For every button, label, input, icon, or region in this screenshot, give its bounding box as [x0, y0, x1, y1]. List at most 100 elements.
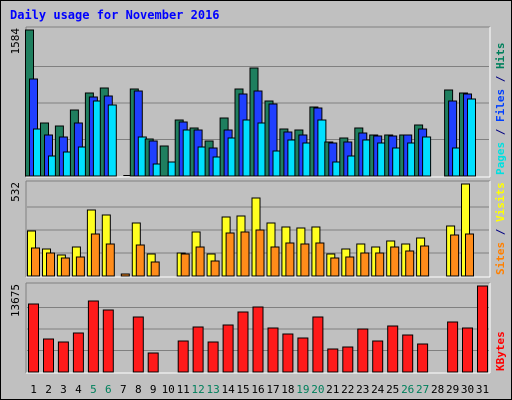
bar-sites-day-19	[300, 243, 310, 277]
panel-sites-visits: 532 Sites / Visits	[9, 180, 507, 278]
bar-sites-day-15	[240, 231, 250, 277]
x-tick-label-day-31: 31	[476, 383, 489, 396]
bar-kbytes-day-3	[57, 341, 69, 373]
y-series-label-part: Hits	[494, 43, 507, 70]
x-tick-label-day-25: 25	[386, 383, 399, 396]
bar-kbytes-day-23	[357, 328, 369, 373]
x-tick-label-day-17: 17	[266, 383, 279, 396]
x-tick-label-day-15: 15	[236, 383, 249, 396]
bar-pages-day-6	[107, 104, 117, 177]
bar-sites-day-21	[330, 257, 340, 277]
bar-kbytes-day-16	[252, 306, 264, 373]
y-series-label: Sites / Visits	[494, 182, 507, 275]
bar-kbytes-day-25	[387, 325, 399, 373]
y-series-label-part: KBytes	[494, 331, 507, 371]
bar-hits-day-10	[159, 145, 169, 177]
x-tick-label-day-29: 29	[446, 383, 459, 396]
bar-kbytes-day-5	[87, 300, 99, 373]
bar-kbytes-day-13	[207, 341, 219, 373]
bar-sites-day-16	[255, 229, 265, 277]
bar-sites-day-4	[75, 256, 85, 277]
bar-sites-day-5	[90, 233, 100, 277]
bar-kbytes-day-21	[327, 348, 339, 373]
y-series-label-part: /	[494, 69, 507, 89]
x-axis-labels: 1 2 3 4 5 6 7 8 9 10 11 12 13 14 15 16 17 18 19 20 21 22 23 24 2…	[30, 383, 489, 396]
bar-sites-day-8	[135, 244, 145, 277]
x-tick-label-day-21: 21	[326, 383, 339, 396]
bar-sites-day-30	[465, 233, 474, 277]
x-tick-label-day-2: 2	[45, 383, 52, 396]
bar-sites-day-27	[420, 245, 430, 277]
x-tick-label-day-11: 11	[177, 383, 190, 396]
x-tick-label-day-12: 12	[191, 383, 204, 396]
bar-kbytes-day-31	[477, 285, 488, 373]
x-tick-label-day-3: 3	[60, 383, 67, 396]
y-series-label-part: Visits	[494, 182, 507, 222]
bar-sites-day-25	[390, 246, 400, 277]
y-series-label: Pages / Files / Hits	[494, 43, 507, 176]
x-tick-label-day-10: 10	[162, 383, 175, 396]
bar-kbytes-day-29	[447, 321, 459, 373]
bar-sites-day-9	[150, 261, 160, 277]
bar-sites-day-12	[195, 246, 205, 277]
bar-sites-day-1	[31, 247, 40, 277]
y-max-label: 13675	[9, 284, 22, 317]
y-series-label-part: /	[494, 122, 507, 142]
x-tick-label-day-6: 6	[105, 383, 112, 396]
bar-sites-day-23	[360, 252, 370, 277]
x-tick-label-day-20: 20	[311, 383, 324, 396]
bar-kbytes-day-11	[177, 340, 189, 373]
bar-sites-day-13	[210, 260, 220, 277]
bar-sites-day-3	[60, 257, 70, 277]
bar-sites-day-20	[315, 242, 325, 277]
x-tick-label-day-18: 18	[281, 383, 294, 396]
x-tick-label-day-28: 28	[431, 383, 444, 396]
chart-panels: 1584 Pages / Files / Hits 532 Sites / Visit…	[9, 26, 507, 374]
x-tick-label-day-4: 4	[75, 383, 82, 396]
bar-pages-day-30	[467, 98, 476, 177]
bar-kbytes-day-22	[342, 346, 354, 373]
bar-kbytes-day-6	[102, 309, 114, 373]
bar-kbytes-day-8	[132, 316, 144, 373]
x-tick-label-day-26: 26	[401, 383, 414, 396]
bar-kbytes-day-1	[28, 303, 39, 373]
bar-sites-day-22	[345, 256, 355, 277]
bar-kbytes-day-26	[402, 334, 414, 373]
bar-kbytes-day-17	[267, 327, 279, 373]
panel-pages-files-hits: 1584 Pages / Files / Hits	[9, 26, 507, 178]
y-series-label: KBytes	[494, 331, 507, 371]
y-max-label: 532	[9, 182, 22, 202]
bar-kbytes-day-15	[237, 311, 249, 373]
x-tick-label-day-16: 16	[251, 383, 264, 396]
bar-kbytes-day-19	[297, 337, 309, 373]
x-tick-label-day-27: 27	[416, 383, 429, 396]
x-tick-label-day-8: 8	[135, 383, 142, 396]
bar-sites-day-11	[180, 253, 190, 277]
x-tick-label-day-5: 5	[90, 383, 97, 396]
bar-kbytes-day-18	[282, 333, 294, 373]
bar-sites-day-26	[405, 250, 415, 277]
bar-kbytes-day-12	[192, 326, 204, 373]
y-series-label-part: Files	[494, 89, 507, 122]
bar-sites-day-29	[450, 234, 460, 277]
bar-pages-day-7	[123, 175, 132, 176]
bar-pages-day-27	[422, 136, 432, 177]
bar-sites-day-14	[225, 232, 235, 277]
x-tick-label-day-13: 13	[206, 383, 219, 396]
bar-kbytes-day-14	[222, 324, 234, 373]
bar-kbytes-day-20	[312, 316, 324, 373]
x-tick-label-day-19: 19	[296, 383, 309, 396]
bar-sites-day-6	[105, 243, 115, 277]
bar-sites-day-17	[270, 246, 280, 277]
x-tick-label-day-24: 24	[371, 383, 385, 396]
x-tick-label-day-1: 1	[30, 383, 37, 396]
y-series-label-part: /	[494, 222, 507, 242]
bar-kbytes-day-24	[372, 340, 384, 373]
bar-sites-day-2	[46, 252, 55, 277]
bar-sites-day-18	[285, 242, 295, 277]
bar-kbytes-day-30	[462, 327, 473, 373]
x-tick-label-day-22: 22	[341, 383, 354, 396]
bar-kbytes-day-4	[72, 332, 84, 373]
x-tick-label-day-7: 7	[120, 383, 127, 396]
